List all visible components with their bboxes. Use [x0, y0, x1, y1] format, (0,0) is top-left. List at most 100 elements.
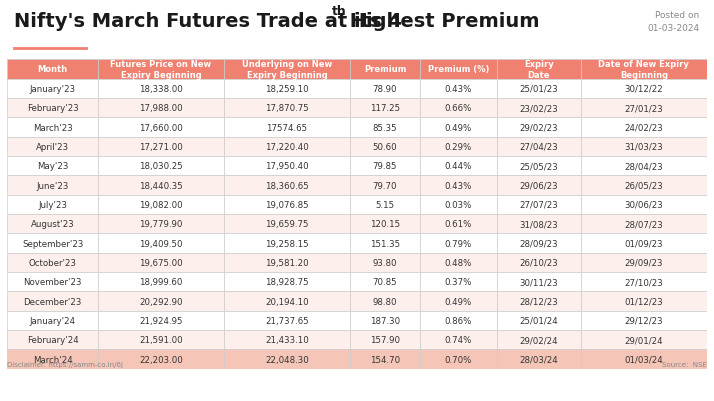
Text: 28/03/24: 28/03/24: [520, 355, 558, 364]
Bar: [581, 99, 707, 118]
Bar: [224, 195, 350, 215]
Text: 154.70: 154.70: [370, 355, 400, 364]
Bar: [224, 215, 350, 234]
Text: Date of New Expiry
Beginning: Date of New Expiry Beginning: [598, 60, 689, 79]
Text: Futures Price on New
Expiry Beginning: Futures Price on New Expiry Beginning: [111, 60, 212, 79]
Bar: [7, 350, 98, 369]
Text: November'23: November'23: [24, 277, 82, 287]
Bar: [420, 176, 497, 195]
Bar: [581, 215, 707, 234]
Bar: [420, 118, 497, 137]
Bar: [420, 99, 497, 118]
Bar: [98, 330, 224, 350]
Text: KSAMCO: KSAMCO: [613, 372, 700, 390]
Text: 22,048.30: 22,048.30: [265, 355, 309, 364]
Text: 25/05/23: 25/05/23: [520, 162, 558, 171]
Text: August'23: August'23: [31, 220, 74, 229]
Bar: [581, 60, 707, 79]
Text: 187.30: 187.30: [370, 316, 400, 325]
Text: 21,591.00: 21,591.00: [139, 336, 183, 344]
Bar: [98, 195, 224, 215]
Text: Premium (%): Premium (%): [428, 65, 489, 74]
Bar: [350, 99, 420, 118]
Text: 18,030.25: 18,030.25: [139, 162, 183, 171]
Bar: [581, 292, 707, 311]
Text: 20,194.10: 20,194.10: [265, 297, 309, 306]
Bar: [224, 79, 350, 99]
Bar: [98, 176, 224, 195]
Text: 0.29%: 0.29%: [445, 142, 472, 152]
Text: May'23: May'23: [37, 162, 69, 171]
Bar: [497, 253, 581, 272]
Bar: [497, 176, 581, 195]
Bar: [350, 79, 420, 99]
Text: Highest Premium: Highest Premium: [343, 12, 540, 31]
Text: 27/04/23: 27/04/23: [520, 142, 558, 152]
Text: 29/09/23: 29/09/23: [625, 258, 663, 267]
Bar: [497, 195, 581, 215]
Bar: [581, 272, 707, 292]
Text: 0.43%: 0.43%: [445, 181, 472, 190]
Text: Underlying on New
Expiry Beginning: Underlying on New Expiry Beginning: [242, 60, 332, 79]
Text: Premium: Premium: [364, 65, 406, 74]
Bar: [98, 253, 224, 272]
Bar: [350, 176, 420, 195]
Bar: [581, 137, 707, 157]
Text: 29/06/23: 29/06/23: [520, 181, 558, 190]
Bar: [420, 253, 497, 272]
Bar: [497, 215, 581, 234]
Text: 29/01/24: 29/01/24: [625, 336, 663, 344]
Text: 117.25: 117.25: [370, 104, 400, 113]
Text: 19,409.50: 19,409.50: [139, 239, 183, 248]
Bar: [350, 215, 420, 234]
Text: 21,433.10: 21,433.10: [265, 336, 309, 344]
Text: 31/03/23: 31/03/23: [625, 142, 663, 152]
Text: 18,360.65: 18,360.65: [265, 181, 309, 190]
Text: 120.15: 120.15: [370, 220, 400, 229]
Bar: [420, 272, 497, 292]
Bar: [98, 99, 224, 118]
Text: 31/08/23: 31/08/23: [520, 220, 558, 229]
Bar: [420, 350, 497, 369]
Bar: [224, 137, 350, 157]
Text: January'23: January'23: [29, 85, 76, 93]
Bar: [7, 272, 98, 292]
Text: 01/09/23: 01/09/23: [625, 239, 663, 248]
Bar: [497, 118, 581, 137]
Text: 19,675.00: 19,675.00: [139, 258, 183, 267]
Bar: [224, 311, 350, 330]
Bar: [497, 350, 581, 369]
Bar: [98, 215, 224, 234]
Bar: [224, 99, 350, 118]
Bar: [7, 330, 98, 350]
Text: 28/07/23: 28/07/23: [625, 220, 663, 229]
Text: 0.03%: 0.03%: [445, 200, 472, 209]
Bar: [581, 253, 707, 272]
Bar: [350, 272, 420, 292]
Text: Disclaimer: https://samm-co.in/6j: Disclaimer: https://samm-co.in/6j: [7, 361, 123, 367]
Text: Posted on
01-03-2024: Posted on 01-03-2024: [648, 11, 700, 32]
Text: #SAMSHOTS: #SAMSHOTS: [14, 372, 143, 390]
Text: March'24: March'24: [33, 355, 73, 364]
Bar: [224, 176, 350, 195]
Bar: [98, 234, 224, 253]
Bar: [98, 157, 224, 176]
Text: 5.15: 5.15: [376, 200, 395, 209]
Bar: [224, 253, 350, 272]
Bar: [7, 195, 98, 215]
Text: 24/02/23: 24/02/23: [625, 123, 663, 132]
Bar: [497, 234, 581, 253]
Bar: [350, 253, 420, 272]
Bar: [350, 195, 420, 215]
Text: 27/07/23: 27/07/23: [520, 200, 558, 209]
Bar: [420, 234, 497, 253]
Text: 21,737.65: 21,737.65: [265, 316, 309, 325]
Bar: [350, 60, 420, 79]
Text: 79.70: 79.70: [373, 181, 397, 190]
Text: 0.66%: 0.66%: [445, 104, 472, 113]
Bar: [581, 330, 707, 350]
Text: 19,076.85: 19,076.85: [265, 200, 309, 209]
Text: Expiry
Date: Expiry Date: [524, 60, 554, 79]
Bar: [224, 292, 350, 311]
Text: 17,950.40: 17,950.40: [265, 162, 309, 171]
